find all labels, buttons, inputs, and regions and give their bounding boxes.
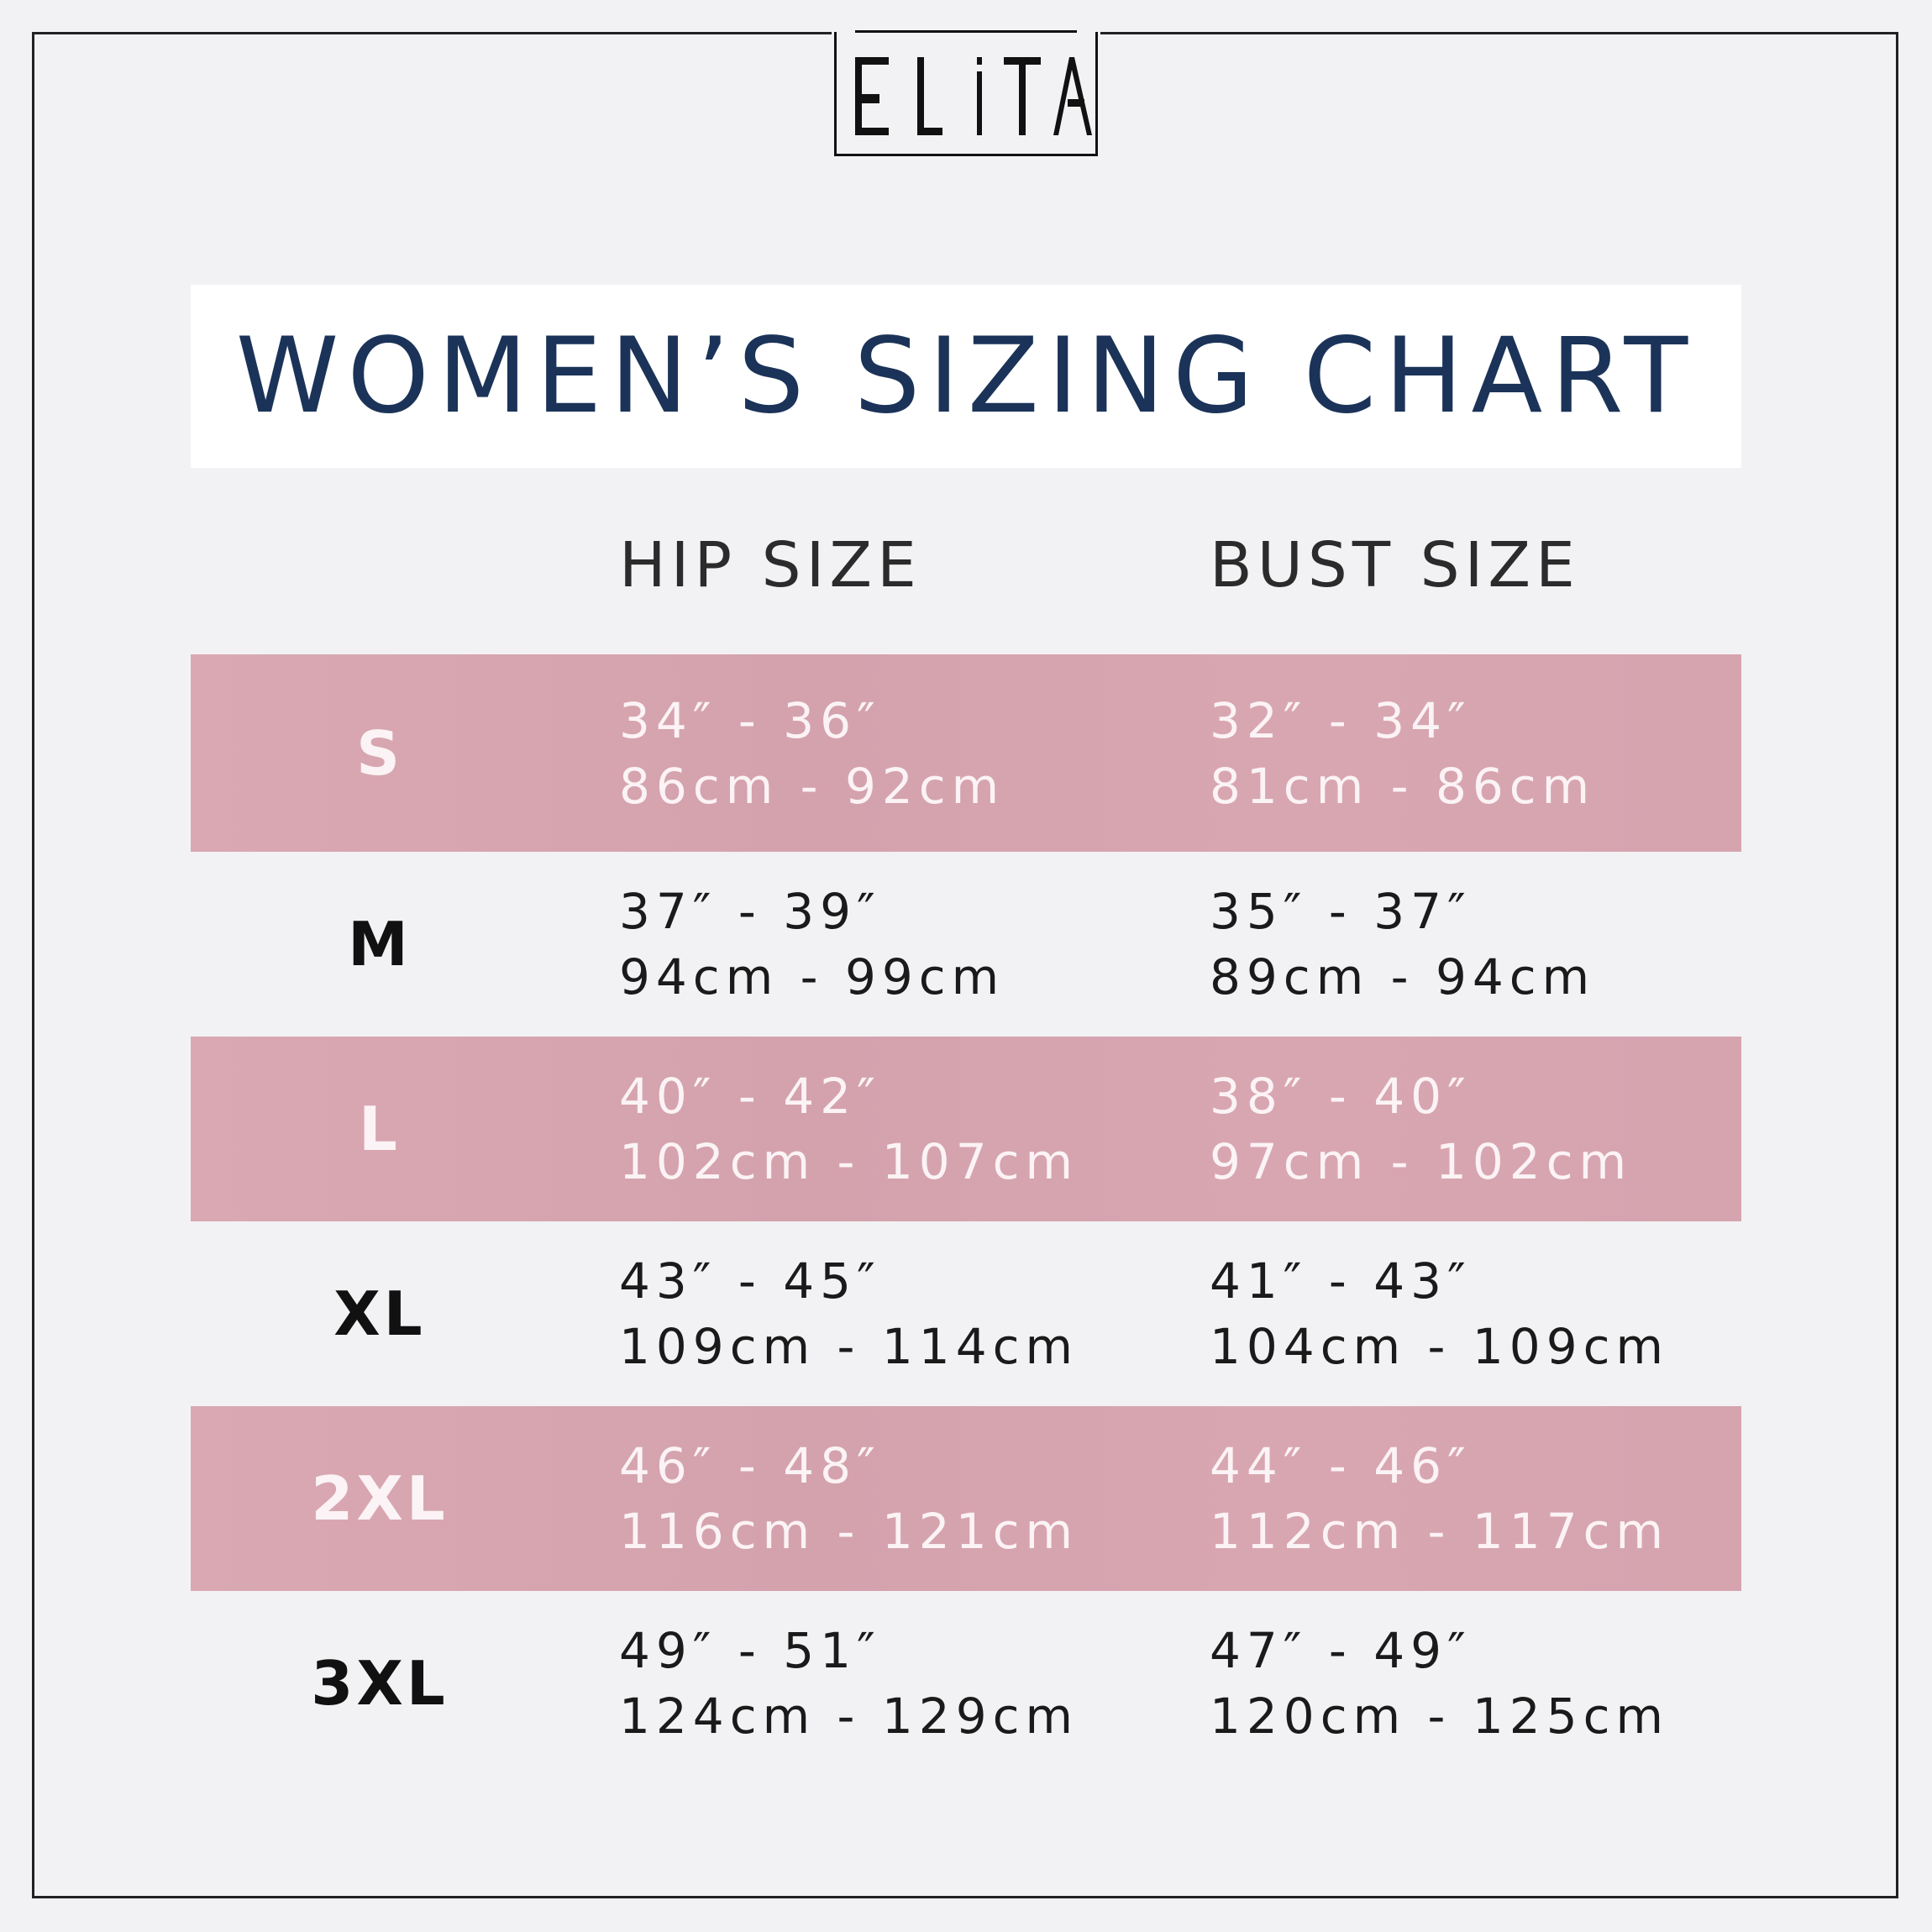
hip-inches: 43″ - 45″ bbox=[619, 1252, 881, 1310]
bust-inches: 32″ - 34″ bbox=[1210, 691, 1472, 749]
size-label: L bbox=[359, 1094, 401, 1164]
hip-inches: 46″ - 48″ bbox=[619, 1437, 881, 1494]
hip-values: 43″ - 45″ 109cm - 114cm bbox=[619, 1248, 1079, 1379]
size-row: 2XL 46″ - 48″ 116cm - 121cm 44″ - 46″ 112c… bbox=[191, 1406, 1741, 1591]
column-header-hip: HIP SIZE bbox=[619, 529, 921, 601]
hip-cm: 116cm - 121cm bbox=[619, 1503, 1079, 1560]
size-label: 3XL bbox=[311, 1648, 449, 1719]
hip-cm: 86cm - 92cm bbox=[619, 757, 1005, 815]
hip-cm: 124cm - 129cm bbox=[619, 1688, 1079, 1745]
column-header-bust: BUST SIZE bbox=[1210, 529, 1580, 601]
size-row: S 34″ - 36″ 86cm - 92cm 32″ - 34″ 81cm - 8… bbox=[191, 654, 1741, 852]
bust-cm: 104cm - 109cm bbox=[1210, 1318, 1669, 1375]
bust-inches: 41″ - 43″ bbox=[1210, 1252, 1472, 1310]
bust-values: 32″ - 34″ 81cm - 86cm bbox=[1210, 688, 1595, 819]
bust-inches: 35″ - 37″ bbox=[1210, 883, 1472, 940]
bust-cm: 89cm - 94cm bbox=[1210, 948, 1596, 1005]
size-label: 2XL bbox=[311, 1463, 449, 1534]
bust-values: 38″ - 40″ 97cm - 102cm bbox=[1210, 1063, 1632, 1194]
size-row: 3XL 49″ - 51″ 124cm - 129cm 47″ - 49″ 120c… bbox=[191, 1591, 1741, 1776]
bust-cm: 112cm - 117cm bbox=[1210, 1503, 1669, 1560]
bust-values: 47″ - 49″ 120cm - 125cm bbox=[1210, 1618, 1669, 1749]
hip-values: 46″ - 48″ 116cm - 121cm bbox=[619, 1433, 1079, 1564]
logo-topline bbox=[855, 30, 1077, 33]
bust-cm: 97cm - 102cm bbox=[1210, 1133, 1633, 1190]
hip-cm: 109cm - 114cm bbox=[619, 1318, 1079, 1375]
hip-inches: 40″ - 42″ bbox=[619, 1068, 881, 1125]
size-label: S bbox=[356, 717, 403, 789]
title-banner: WOMEN’S SIZING CHART bbox=[191, 285, 1741, 468]
bust-inches: 44″ - 46″ bbox=[1210, 1437, 1472, 1494]
bust-values: 35″ - 37″ 89cm - 94cm bbox=[1210, 879, 1595, 1010]
bust-inches: 38″ - 40″ bbox=[1210, 1068, 1472, 1125]
hip-values: 40″ - 42″ 102cm - 107cm bbox=[619, 1063, 1079, 1194]
hip-cm: 102cm - 107cm bbox=[619, 1133, 1079, 1190]
bust-inches: 47″ - 49″ bbox=[1210, 1622, 1472, 1679]
size-row: XL 43″ - 45″ 109cm - 114cm 41″ - 43″ 104cm… bbox=[191, 1221, 1741, 1406]
size-row: L 40″ - 42″ 102cm - 107cm 38″ - 40″ 97cm -… bbox=[191, 1037, 1741, 1221]
elita-logo bbox=[855, 57, 1092, 135]
hip-values: 49″ - 51″ 124cm - 129cm bbox=[619, 1618, 1079, 1749]
bust-values: 44″ - 46″ 112cm - 117cm bbox=[1210, 1433, 1669, 1564]
page-title: WOMEN’S SIZING CHART bbox=[235, 316, 1697, 437]
hip-inches: 49″ - 51″ bbox=[619, 1622, 881, 1679]
size-row: M 37″ - 39″ 94cm - 99cm 35″ - 37″ 89cm - 9… bbox=[191, 852, 1741, 1037]
hip-inches: 34″ - 36″ bbox=[619, 691, 881, 749]
hip-values: 37″ - 39″ 94cm - 99cm bbox=[619, 879, 1005, 1010]
hip-values: 34″ - 36″ 86cm - 92cm bbox=[619, 688, 1005, 819]
bust-cm: 120cm - 125cm bbox=[1210, 1688, 1669, 1745]
hip-cm: 94cm - 99cm bbox=[619, 948, 1005, 1005]
size-label: XL bbox=[333, 1278, 426, 1349]
bust-values: 41″ - 43″ 104cm - 109cm bbox=[1210, 1248, 1669, 1379]
size-label: M bbox=[348, 909, 412, 979]
bust-cm: 81cm - 86cm bbox=[1210, 757, 1596, 815]
hip-inches: 37″ - 39″ bbox=[619, 883, 881, 940]
